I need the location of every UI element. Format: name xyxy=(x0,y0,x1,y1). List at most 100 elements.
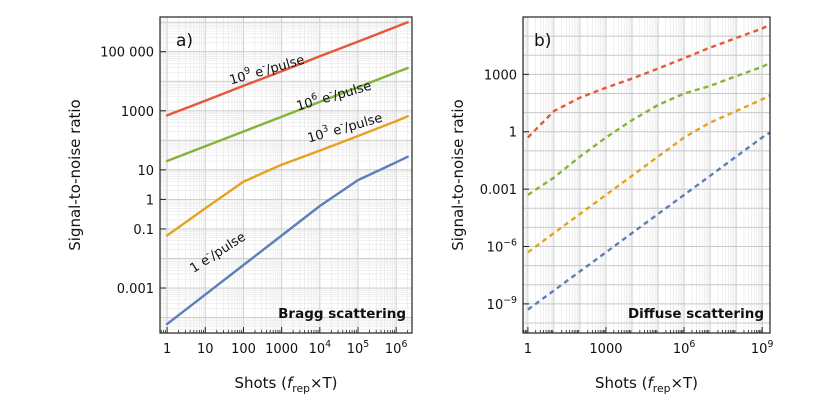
y-tick-label: 100 000 xyxy=(100,46,154,61)
x-tick-label: 104 xyxy=(309,339,332,357)
tick-exponent: 4 xyxy=(325,339,331,350)
tick-text: 0.001 xyxy=(480,183,517,198)
x-tick-label: 105 xyxy=(347,339,370,357)
label-exp: 3 xyxy=(321,123,330,135)
series-line-10e3 xyxy=(165,115,409,237)
tick-base: 10 xyxy=(385,342,402,357)
x-tick-label: 100 xyxy=(231,342,256,357)
x-tick-label: 1000 xyxy=(265,342,298,357)
y-tick-label: 10 xyxy=(137,164,154,179)
plot-frame xyxy=(159,16,413,334)
tick-exponent: −6 xyxy=(503,237,517,248)
tick-text: 1 xyxy=(146,193,154,208)
label-unit-sup: - xyxy=(338,119,344,131)
y-axis-label: Signal-to-noise ratio xyxy=(449,99,467,251)
series-line-10e3 xyxy=(527,94,770,254)
x-axis-label: Shots (frep×T) xyxy=(234,374,337,395)
y-tick-label: 1000 xyxy=(484,68,517,83)
xlabel-suffix: ×T) xyxy=(310,374,338,392)
label-suffix: /pulse xyxy=(342,111,384,136)
tick-base: 10 xyxy=(487,240,504,255)
scattering-annotation: Bragg scattering xyxy=(278,306,406,322)
x-tick-label: 10 xyxy=(197,342,214,357)
panel-label-text: a) xyxy=(176,31,193,51)
label-base: 10 xyxy=(306,128,326,147)
series-line-10e9 xyxy=(527,23,770,139)
label-unit-sup: - xyxy=(260,61,266,73)
ylabel-text: Signal-to-noise ratio xyxy=(66,99,84,251)
x-axis-label: Shots (frep×T) xyxy=(595,374,698,395)
y-tick-label: 0.1 xyxy=(133,223,154,238)
label-unit-sup: - xyxy=(327,87,333,99)
label-unit: e xyxy=(253,65,265,82)
x-tick-label: 106 xyxy=(385,339,408,357)
tick-text: 1000 xyxy=(265,342,298,357)
label-unit-sup: - xyxy=(203,248,212,259)
y-tick-label: 0.001 xyxy=(480,183,517,198)
tick-exponent: 6 xyxy=(689,339,695,350)
tick-text: 1 xyxy=(509,126,517,141)
panel-label-text: b) xyxy=(534,31,551,51)
tick-text: 1 xyxy=(163,342,171,357)
label-exp: 6 xyxy=(310,91,319,103)
tick-base: 10 xyxy=(347,342,364,357)
y-tick-label: 0.001 xyxy=(117,282,154,297)
xlabel-prefix: Shots ( xyxy=(234,374,287,392)
annotation-text: Diffuse scattering xyxy=(628,306,764,322)
y-tick-label: 1000 xyxy=(121,105,154,120)
tick-text: 1000 xyxy=(121,105,154,120)
x-tick-label: 1000 xyxy=(589,342,622,357)
series-line-1 xyxy=(165,155,409,326)
y-tick-label: 10−6 xyxy=(487,237,517,255)
tick-text: 1000 xyxy=(484,68,517,83)
tick-base: 10 xyxy=(673,342,690,357)
xlabel-prefix: Shots ( xyxy=(595,374,648,392)
xlabel-f: f xyxy=(287,374,295,392)
y-tick-label: 1 xyxy=(509,126,517,141)
tick-text: 1 xyxy=(524,342,532,357)
x-tick-label: 109 xyxy=(751,339,774,357)
tick-text: 100 xyxy=(231,342,256,357)
tick-exponent: 6 xyxy=(401,339,407,350)
tick-base: 10 xyxy=(751,342,768,357)
y-tick-label: 1 xyxy=(146,193,154,208)
xlabel-f: f xyxy=(647,374,655,392)
tick-text: 100 000 xyxy=(100,46,154,61)
scattering-annotation: Diffuse scattering xyxy=(628,306,764,322)
tick-text: 1000 xyxy=(589,342,622,357)
xlabel-sub: rep xyxy=(653,382,671,395)
plot-frame xyxy=(522,16,771,334)
tick-exponent: −9 xyxy=(503,295,517,306)
y-tick-label: 10−9 xyxy=(487,295,517,313)
tick-text: 10 xyxy=(197,342,214,357)
label-base: 10 xyxy=(228,70,248,89)
series-group xyxy=(527,23,770,311)
ylabel-text: Signal-to-noise ratio xyxy=(449,99,467,251)
y-axis-label: Signal-to-noise ratio xyxy=(66,99,84,251)
x-tick-label: 1 xyxy=(524,342,532,357)
series-line-10e9 xyxy=(165,21,409,117)
x-tick-label: 106 xyxy=(673,339,696,357)
panel-label: a) xyxy=(176,31,193,51)
label-unit: e xyxy=(331,123,343,140)
label-base: 10 xyxy=(295,96,315,115)
series-line-10e6 xyxy=(165,66,409,163)
label-exp: 9 xyxy=(243,65,252,77)
series-group xyxy=(165,21,409,326)
grid xyxy=(523,17,770,333)
panel-label: b) xyxy=(534,31,551,51)
tick-base: 10 xyxy=(309,342,326,357)
tick-text: 10 xyxy=(137,164,154,179)
tick-exponent: 9 xyxy=(767,339,773,350)
xlabel-sub: rep xyxy=(292,382,310,395)
tick-text: 0.001 xyxy=(117,282,154,297)
label-unit: e xyxy=(320,91,332,108)
tick-exponent: 5 xyxy=(363,339,369,350)
xlabel-suffix: ×T) xyxy=(670,374,698,392)
annotation-text: Bragg scattering xyxy=(278,306,406,322)
tick-base: 10 xyxy=(487,298,504,313)
x-tick-label: 1 xyxy=(163,342,171,357)
